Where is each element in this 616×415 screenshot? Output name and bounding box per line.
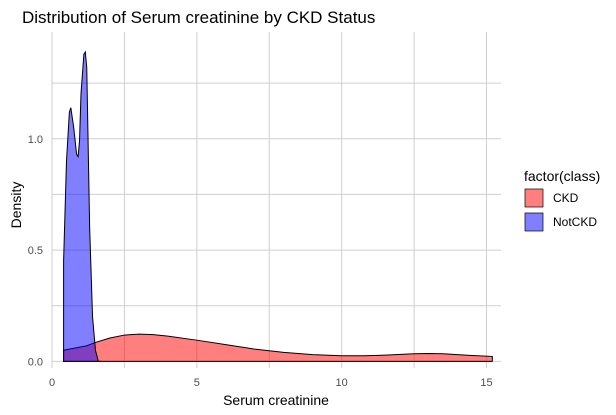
- density-area-ckd: [63, 333, 493, 362]
- y-axis-label: Density: [8, 182, 24, 229]
- legend-label-ckd: CKD: [553, 191, 579, 205]
- y-tick-label: 0.0: [28, 356, 43, 368]
- series-layer: [63, 50, 493, 362]
- x-tick-label: 0: [49, 377, 55, 389]
- legend-swatch-ckd: [524, 188, 544, 208]
- legend-title: factor(class): [524, 168, 600, 184]
- tick-labels: 0 5 10 15 0.0 0.5 1.0: [28, 134, 493, 389]
- legend-label-notckd: NotCKD: [553, 215, 597, 229]
- y-tick-label: 1.0: [28, 134, 43, 146]
- x-tick-label: 5: [194, 377, 200, 389]
- grid: [51, 32, 501, 368]
- x-tick-label: 10: [336, 377, 348, 389]
- y-tick-label: 0.5: [28, 245, 43, 257]
- x-tick-label: 15: [480, 377, 492, 389]
- chart-title: Distribution of Serum creatinine by CKD …: [22, 8, 375, 27]
- density-area-notckd: [63, 50, 102, 362]
- legend-swatch-notckd: [524, 212, 544, 232]
- legend: factor(class) CKD NotCKD: [524, 168, 600, 232]
- x-axis-label: Serum creatinine: [223, 392, 329, 408]
